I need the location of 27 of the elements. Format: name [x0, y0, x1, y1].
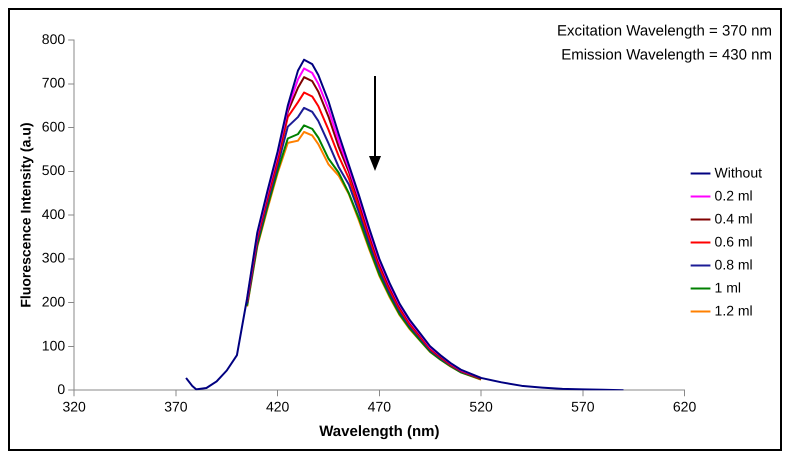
- legend-label: 0.4 ml: [714, 210, 753, 226]
- x-tick-label: 370: [164, 398, 188, 414]
- y-tick-label: 300: [42, 250, 66, 266]
- x-tick-label: 620: [672, 398, 696, 414]
- legend-label: 0.6 ml: [714, 233, 753, 250]
- y-tick-label: 0: [57, 381, 66, 398]
- x-tick-label: 420: [266, 398, 290, 414]
- x-tick-label: 520: [469, 398, 493, 414]
- x-axis-title: Wavelength (nm): [319, 423, 440, 440]
- legend-label: Without: [714, 164, 762, 180]
- text: Excitation Wavelength = 370 nm: [557, 22, 772, 40]
- x-tick-label: 470: [368, 398, 392, 414]
- legend-label: 1 ml: [714, 279, 741, 296]
- y-tick-label: 700: [42, 74, 66, 91]
- x-tick-label: 320: [62, 398, 86, 414]
- y-tick-label: 400: [42, 206, 66, 222]
- y-axis-title: Fluorescence Intensity (a.u): [17, 122, 34, 308]
- y-tick-label: 600: [42, 118, 66, 134]
- y-tick-label: 100: [42, 337, 66, 354]
- y-tick-label: 200: [42, 294, 66, 310]
- legend-label: 0.2 ml: [714, 187, 753, 204]
- y-tick-label: 500: [42, 162, 66, 178]
- legend-label: 1.2 ml: [714, 302, 753, 318]
- x-tick-label: 570: [571, 398, 595, 414]
- legend-label: 0.8 ml: [714, 256, 753, 272]
- annotation: Emission Wavelength = 430 nm: [561, 46, 772, 64]
- y-tick-label: 800: [42, 30, 66, 47]
